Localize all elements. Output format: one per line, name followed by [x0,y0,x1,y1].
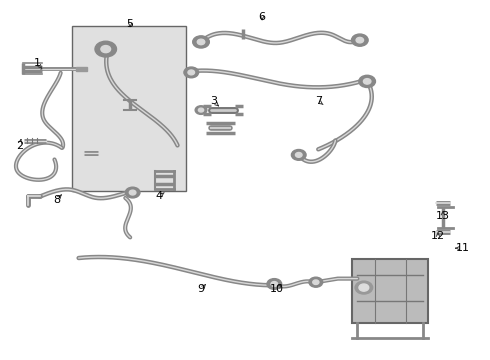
Circle shape [271,282,278,287]
Circle shape [313,280,319,284]
Text: 6: 6 [259,12,266,22]
Circle shape [95,41,117,57]
Circle shape [267,279,282,289]
Circle shape [292,149,306,160]
Text: 9: 9 [197,284,205,294]
Bar [76,67,87,71]
Circle shape [309,277,323,287]
Text: 10: 10 [270,284,284,294]
Circle shape [197,39,205,45]
Circle shape [129,190,136,195]
Text: 4: 4 [156,191,163,201]
Circle shape [351,34,368,46]
Text: 12: 12 [431,231,445,240]
Circle shape [125,187,140,198]
Circle shape [364,78,371,84]
Circle shape [188,70,195,75]
Circle shape [359,75,375,87]
Circle shape [101,46,111,53]
Text: 7: 7 [315,96,322,106]
Text: 3: 3 [210,96,217,106]
Bar [352,259,428,323]
Circle shape [198,108,204,112]
Text: 11: 11 [455,243,469,253]
Text: 1: 1 [34,58,41,68]
Circle shape [359,284,369,291]
Circle shape [355,281,373,294]
Text: 5: 5 [127,19,134,29]
Circle shape [184,67,198,78]
Text: 2: 2 [16,141,23,151]
Circle shape [356,37,364,43]
Text: 8: 8 [53,195,60,205]
Circle shape [295,153,302,157]
Text: 13: 13 [436,211,450,221]
Circle shape [195,106,207,114]
Circle shape [193,36,209,48]
Bar [72,26,186,191]
